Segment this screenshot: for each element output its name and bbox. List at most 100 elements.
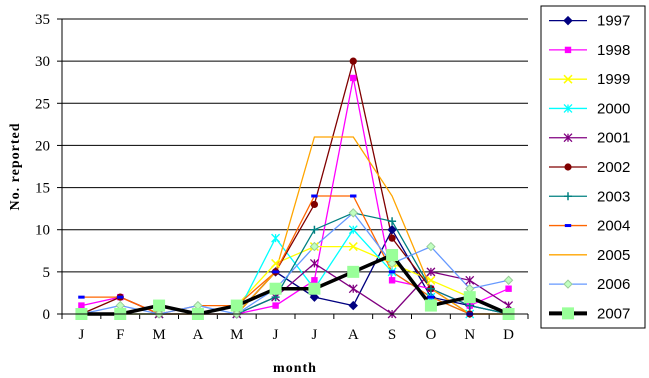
legend-label: 1999 — [597, 71, 630, 88]
x-tick-label: A — [192, 327, 203, 343]
legend-item: 2004 — [549, 218, 630, 235]
data-point — [78, 302, 85, 309]
legend-marker — [564, 163, 572, 171]
legend-label: 2006 — [597, 276, 630, 293]
data-point — [465, 275, 475, 285]
legend-label: 2005 — [597, 247, 630, 264]
data-point — [311, 277, 318, 284]
data-point — [272, 302, 279, 309]
legend-marker — [564, 192, 572, 201]
legend-item: 2007 — [549, 305, 630, 322]
legend-marker — [563, 103, 573, 113]
data-point — [153, 299, 166, 312]
data-point — [388, 234, 396, 242]
legend-label: 1998 — [597, 42, 630, 59]
data-point — [117, 295, 124, 299]
data-point — [388, 270, 396, 274]
data-point — [310, 225, 319, 234]
data-point — [427, 295, 435, 299]
data-point — [388, 277, 396, 284]
legend-label: 2007 — [597, 305, 630, 322]
legend-marker — [562, 307, 574, 320]
data-point — [387, 225, 397, 235]
data-point — [271, 258, 281, 268]
data-point — [308, 282, 321, 295]
y-tick-label: 15 — [35, 181, 50, 197]
legend-label: 2004 — [597, 218, 630, 235]
data-point — [271, 233, 281, 243]
legend-item: 2002 — [549, 159, 630, 176]
legend: 1997 1998 1999 2000 2001 2002 2003 2004 2005 2006… — [540, 5, 646, 329]
data-point — [269, 282, 282, 295]
legend-item: 1999 — [549, 71, 630, 88]
series-line-2004 — [81, 195, 509, 315]
data-point — [505, 285, 512, 292]
data-point — [309, 292, 320, 302]
axes — [61, 19, 528, 315]
x-tick-label: J — [78, 327, 84, 343]
legend-item: 2000 — [549, 100, 630, 117]
x-tick-label: A — [348, 327, 359, 343]
data-point — [350, 194, 357, 198]
data-point — [309, 241, 320, 252]
data-point — [78, 295, 85, 299]
data-point — [309, 258, 319, 268]
data-point — [230, 299, 243, 312]
series-line-2007 — [81, 252, 510, 316]
data-point — [386, 249, 399, 261]
data-point — [350, 74, 357, 82]
x-tick-label: J — [273, 327, 279, 343]
y-tick-label: 20 — [35, 138, 50, 154]
legend-label: 2001 — [597, 130, 630, 147]
legend-marker — [563, 133, 573, 143]
data-point — [272, 270, 279, 274]
x-tick-label: M — [152, 327, 165, 343]
x-tick-label: M — [230, 327, 243, 343]
data-point — [347, 265, 360, 278]
data-point — [310, 200, 319, 209]
y-axis-title: No. reported — [8, 123, 23, 211]
data-point — [426, 284, 435, 293]
data-point — [348, 225, 358, 235]
data-point — [426, 267, 436, 277]
x-tick-label: J — [311, 327, 317, 343]
data-point — [463, 291, 476, 304]
legend-marker — [564, 46, 572, 54]
y-tick-label: 5 — [43, 265, 51, 281]
legend-item: 2001 — [549, 130, 630, 147]
legend-marker — [563, 279, 573, 289]
data-point — [348, 284, 358, 294]
data-point — [387, 258, 397, 269]
data-point — [388, 217, 397, 226]
y-tick-label: 0 — [43, 307, 51, 323]
x-axis-title: month — [273, 361, 317, 376]
y-tick-label: 10 — [35, 223, 50, 239]
data-point — [503, 275, 514, 285]
legend-marker — [564, 224, 572, 228]
x-tick-label: N — [464, 327, 475, 343]
y-axis-ticks: 0 5 10 15 20 25 30 35 — [35, 12, 62, 323]
data-point — [348, 208, 358, 218]
data-point — [426, 241, 436, 252]
data-point — [349, 57, 357, 65]
legend-item: 1997 — [549, 13, 630, 30]
x-tick-label: O — [425, 327, 436, 343]
legend-marker — [563, 74, 573, 84]
series-line-2003 — [81, 212, 509, 315]
y-tick-label: 25 — [35, 96, 50, 112]
x-tick-label: F — [116, 327, 124, 343]
legend-label: 2000 — [597, 100, 630, 117]
legend-item: 2003 — [549, 188, 630, 205]
legend-item: 1998 — [549, 42, 630, 59]
data-point — [311, 194, 318, 198]
data-point — [424, 299, 437, 312]
data-point — [426, 275, 436, 285]
legend-label: 2003 — [597, 188, 630, 205]
data-point — [348, 300, 358, 311]
legend-marker — [563, 15, 573, 26]
legend-item: 2005 — [549, 247, 630, 264]
legend-label: 1997 — [597, 13, 630, 30]
legend-label: 2002 — [597, 159, 630, 176]
